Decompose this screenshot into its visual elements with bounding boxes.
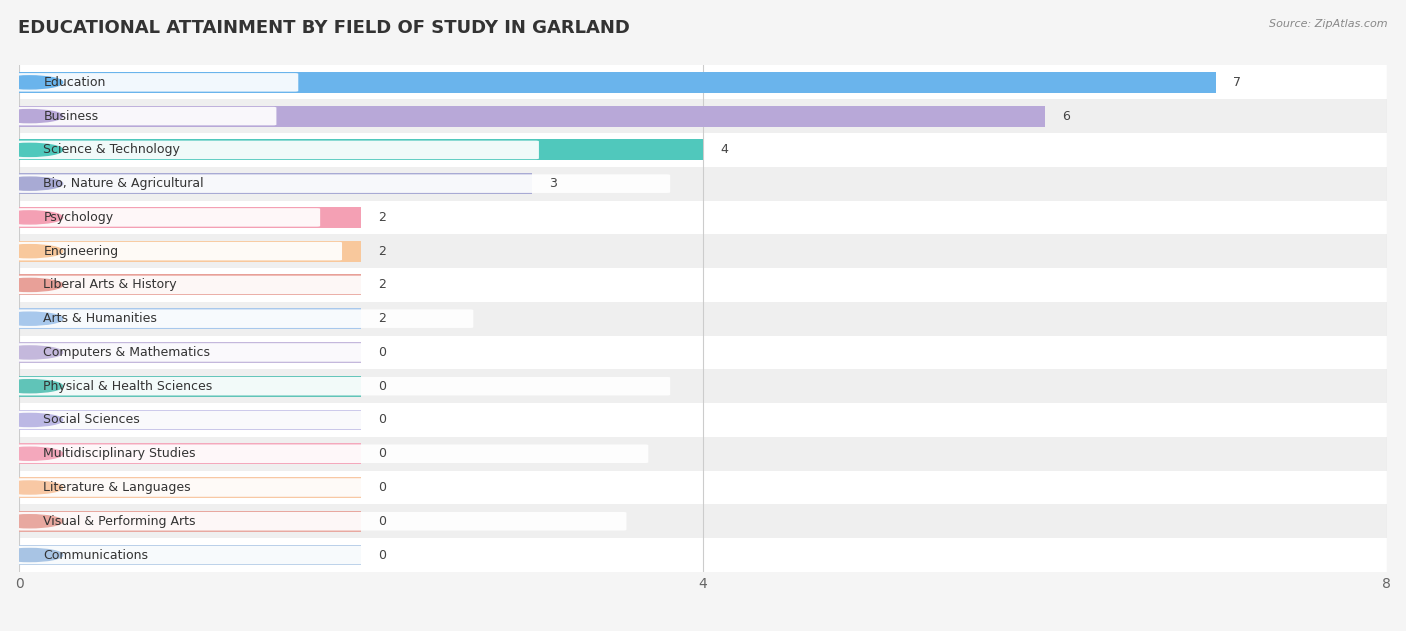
- Circle shape: [0, 76, 63, 89]
- Bar: [20, 443, 361, 464]
- Bar: [20, 207, 361, 228]
- Bar: [20, 342, 361, 363]
- Bar: [20, 336, 1386, 369]
- Bar: [20, 268, 1386, 302]
- FancyBboxPatch shape: [18, 444, 648, 463]
- Bar: [20, 66, 1386, 99]
- Bar: [20, 504, 1386, 538]
- Text: 2: 2: [378, 211, 387, 224]
- Bar: [20, 538, 1386, 572]
- Text: Source: ZipAtlas.com: Source: ZipAtlas.com: [1270, 19, 1388, 29]
- FancyBboxPatch shape: [18, 73, 298, 91]
- Bar: [20, 545, 361, 565]
- Circle shape: [0, 278, 63, 292]
- Circle shape: [0, 481, 63, 494]
- Bar: [20, 133, 1386, 167]
- Bar: [20, 105, 1045, 127]
- Bar: [20, 173, 531, 194]
- Circle shape: [0, 380, 63, 392]
- Bar: [20, 375, 361, 397]
- FancyBboxPatch shape: [18, 478, 582, 497]
- Text: Social Sciences: Social Sciences: [44, 413, 141, 427]
- Text: 2: 2: [378, 278, 387, 292]
- Text: 2: 2: [378, 245, 387, 257]
- Bar: [20, 234, 1386, 268]
- Text: Engineering: Engineering: [44, 245, 118, 257]
- Text: Visual & Performing Arts: Visual & Performing Arts: [44, 515, 195, 528]
- Text: Psychology: Psychology: [44, 211, 114, 224]
- Text: 4: 4: [720, 143, 728, 156]
- FancyBboxPatch shape: [18, 276, 582, 294]
- Text: Business: Business: [44, 110, 98, 122]
- FancyBboxPatch shape: [18, 107, 277, 126]
- Text: Computers & Mathematics: Computers & Mathematics: [44, 346, 211, 359]
- Text: 0: 0: [378, 481, 387, 494]
- Circle shape: [0, 110, 63, 122]
- Bar: [20, 167, 1386, 201]
- Bar: [20, 477, 361, 498]
- Bar: [20, 72, 1216, 93]
- Text: Science & Technology: Science & Technology: [44, 143, 180, 156]
- FancyBboxPatch shape: [18, 411, 429, 429]
- Bar: [20, 471, 1386, 504]
- Bar: [20, 240, 361, 262]
- Circle shape: [0, 515, 63, 528]
- Text: Literature & Languages: Literature & Languages: [44, 481, 191, 494]
- FancyBboxPatch shape: [18, 512, 627, 531]
- Circle shape: [0, 143, 63, 156]
- Bar: [20, 510, 361, 532]
- Circle shape: [0, 447, 63, 460]
- Text: Physical & Health Sciences: Physical & Health Sciences: [44, 380, 212, 392]
- FancyBboxPatch shape: [18, 208, 321, 227]
- Text: 0: 0: [378, 515, 387, 528]
- Bar: [20, 369, 1386, 403]
- Bar: [20, 410, 361, 430]
- Text: 0: 0: [378, 346, 387, 359]
- FancyBboxPatch shape: [18, 141, 538, 159]
- FancyBboxPatch shape: [18, 242, 342, 261]
- Text: Bio, Nature & Agricultural: Bio, Nature & Agricultural: [44, 177, 204, 190]
- Text: 0: 0: [378, 413, 387, 427]
- Text: Liberal Arts & History: Liberal Arts & History: [44, 278, 177, 292]
- FancyBboxPatch shape: [18, 546, 408, 564]
- Text: 0: 0: [378, 447, 387, 460]
- Circle shape: [0, 245, 63, 257]
- Bar: [20, 308, 361, 329]
- Bar: [20, 201, 1386, 234]
- FancyBboxPatch shape: [18, 174, 671, 193]
- FancyBboxPatch shape: [18, 309, 474, 328]
- Text: 2: 2: [378, 312, 387, 325]
- Text: Communications: Communications: [44, 548, 148, 562]
- Text: 0: 0: [378, 380, 387, 392]
- FancyBboxPatch shape: [18, 343, 605, 362]
- Text: Education: Education: [44, 76, 105, 89]
- Text: 6: 6: [1062, 110, 1070, 122]
- Text: Multidisciplinary Studies: Multidisciplinary Studies: [44, 447, 195, 460]
- Circle shape: [0, 312, 63, 325]
- Bar: [20, 139, 703, 160]
- Bar: [20, 437, 1386, 471]
- Bar: [20, 403, 1386, 437]
- Bar: [20, 99, 1386, 133]
- Circle shape: [0, 346, 63, 359]
- Bar: [20, 274, 361, 295]
- Text: 3: 3: [550, 177, 557, 190]
- Text: 7: 7: [1233, 76, 1240, 89]
- Circle shape: [0, 413, 63, 427]
- Text: Arts & Humanities: Arts & Humanities: [44, 312, 157, 325]
- Text: 0: 0: [378, 548, 387, 562]
- Circle shape: [0, 548, 63, 562]
- Text: EDUCATIONAL ATTAINMENT BY FIELD OF STUDY IN GARLAND: EDUCATIONAL ATTAINMENT BY FIELD OF STUDY…: [18, 19, 630, 37]
- Circle shape: [0, 211, 63, 224]
- FancyBboxPatch shape: [18, 377, 671, 396]
- Bar: [20, 302, 1386, 336]
- Circle shape: [0, 177, 63, 190]
